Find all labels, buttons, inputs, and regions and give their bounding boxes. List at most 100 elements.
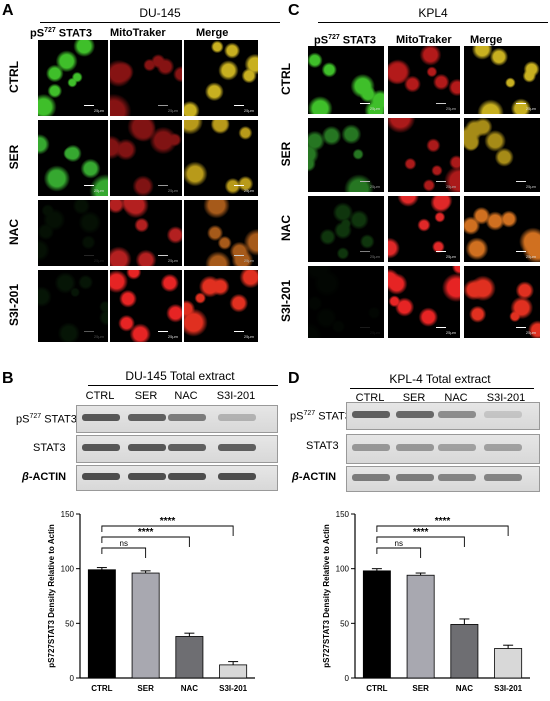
micro-left-image: 25μm [110,120,182,196]
scale-bar-label: 25μm [525,184,536,189]
wb-band [484,444,522,451]
wb-band [218,414,256,421]
panel-label-a: A [2,2,14,19]
scale-bar [436,181,446,182]
wb-band [396,474,434,481]
micro-right-image: 25μm [388,196,460,262]
wb-band [82,414,120,421]
bar-ctrl [362,570,391,679]
significance-label: ns [120,539,128,548]
significance-label: **** [413,527,429,538]
micro-left-row-label: CTRL [7,61,21,93]
wb-left-lane-2: SER [134,390,158,402]
y-tick-label: 50 [65,619,74,628]
scale-bar [436,251,446,252]
wb-band [128,414,166,421]
wb-band [396,444,434,451]
micro-right-title-rule [318,22,548,23]
wb-right-strip [346,434,540,464]
micro-left-image: 25μm [110,270,182,342]
bar-nac [175,636,204,679]
micro-right-image: 25μm [464,118,540,192]
micro-left-image: 25μm [184,200,258,266]
scale-bar-label: 25μm [369,184,380,189]
wb-right-title: KPL-4 Total extract [389,372,491,386]
wb-band [438,474,476,481]
scale-bar-label: 25μm [167,108,178,113]
bar-s3i-201 [494,648,523,679]
scale-bar-label: 25μm [93,334,104,339]
wb-band [484,411,522,418]
scale-bar [158,185,168,186]
micro-left-image: 25μm [110,40,182,116]
wb-band [438,444,476,451]
wb-band [438,411,476,418]
wb-left-lane-4: S3I-201 [216,390,256,402]
micro-right-title: KPL4 [418,6,448,20]
wb-left-label-pstat3: pS727 STAT3 [16,413,77,426]
scale-bar [360,251,370,252]
scale-bar-label: 25μm [243,188,254,193]
bar-ctrl [87,569,116,679]
scale-bar [516,181,526,182]
wb-band [168,444,206,451]
scale-bar [436,103,446,104]
significance-bracket [376,547,422,558]
scale-bar-label: 25μm [93,258,104,263]
scale-bar [516,251,526,252]
scale-bar-label: 25μm [369,254,380,259]
y-tick-label: 150 [336,510,350,519]
micro-left-col-3: Merge [196,27,229,39]
significance-bracket [101,536,190,547]
scale-bar [84,255,94,256]
scale-bar-label: 25μm [93,108,104,113]
wb-right-label-stat3: STAT3 [306,440,339,452]
wb-right-lane-4: S3I-201 [486,392,526,404]
x-tick-label: CTRL [366,684,387,693]
micro-left-image: 25μm [38,270,108,342]
micro-right-col-2: MitoTraker [396,34,452,46]
y-tick-label: 100 [336,565,350,574]
y-axis-label: pS727STAT3 Density Relative to Actin [322,524,331,668]
micro-right-image: 25μm [464,266,540,338]
y-tick-label: 0 [345,674,350,683]
x-tick-label: S3I-201 [494,684,523,693]
scale-bar-label: 25μm [243,258,254,263]
x-tick-label: SER [412,684,429,693]
micro-right-image: 25μm [308,266,384,338]
scale-bar [234,255,244,256]
scale-bar-label: 25μm [445,106,456,111]
micro-right-row-label: NAC [279,215,293,241]
micro-right-image: 25μm [308,118,384,192]
significance-label: **** [138,527,154,538]
wb-band [352,411,390,418]
x-tick-label: NAC [456,684,474,693]
micro-right-image: 25μm [388,266,460,338]
y-tick-label: 150 [61,510,75,519]
micro-left-image: 25μm [38,120,108,196]
y-tick-label: 100 [61,565,75,574]
micro-left-image: 25μm [38,40,108,116]
scale-bar [158,255,168,256]
bar-ser [131,572,160,679]
micro-right-col-3: Merge [470,34,503,46]
wb-band [128,473,166,480]
wb-band [352,444,390,451]
scale-bar [234,185,244,186]
wb-band [82,444,120,451]
significance-bracket [376,525,509,536]
wb-band [128,444,166,451]
scale-bar [360,103,370,104]
micro-left-image: 25μm [184,120,258,196]
wb-band [218,473,256,480]
micro-left-col-2: MitoTraker [110,27,166,39]
scale-bar-label: 25μm [525,330,536,335]
wb-right-label-pstat3: pS727 STAT3 [290,410,351,423]
scale-bar [516,327,526,328]
scale-bar-label: 25μm [167,258,178,263]
significance-label: **** [160,516,176,527]
micro-right-image: 25μm [464,196,540,262]
micro-left-image: 25μm [184,270,258,342]
micro-right-row-label: SER [279,141,293,167]
micro-right-row-label: S3I-201 [279,279,293,323]
